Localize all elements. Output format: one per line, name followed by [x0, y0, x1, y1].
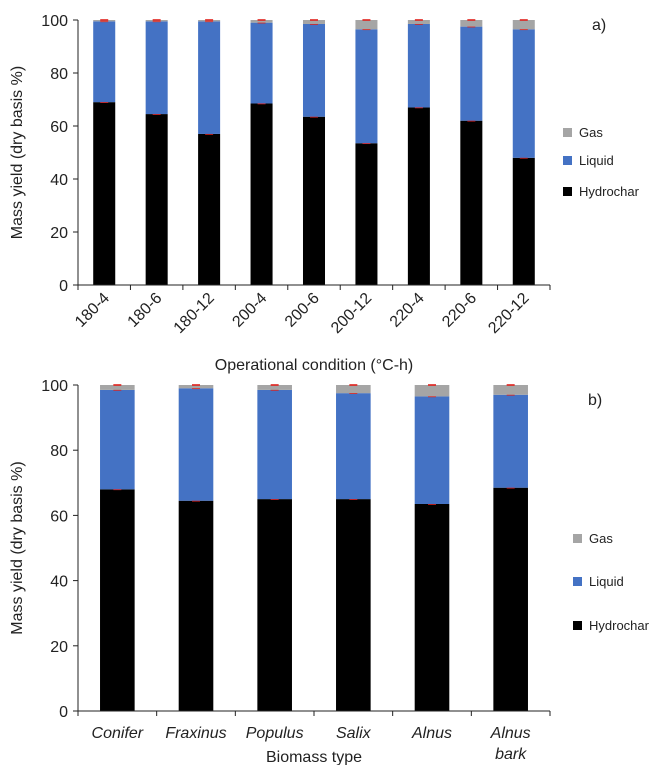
x-tick-label: Populus [246, 725, 304, 742]
legend-label-hydrochar: Hydrochar [589, 618, 650, 633]
bar-liquid-8 [512, 29, 535, 158]
bar-liquid-3 [336, 393, 371, 500]
x-tick-label: 180-12 [171, 290, 218, 337]
bar-gas-0 [100, 385, 135, 390]
y-tick-label: 20 [50, 225, 68, 242]
x-tick-label: 200-6 [282, 290, 323, 331]
bar-hydrochar-5 [355, 143, 378, 285]
bar-gas-6 [407, 20, 430, 24]
bar-hydrochar-0 [93, 102, 116, 286]
bar-liquid-2 [198, 21, 221, 134]
x-tick-label: Conifer [92, 725, 144, 742]
bar-liquid-7 [460, 26, 483, 121]
bar-hydrochar-5 [493, 487, 528, 711]
legend-label-liquid: Liquid [589, 574, 624, 589]
y-axis-title: Mass yield (dry basis %) [9, 66, 26, 239]
chart-panel-a: 0 20 40 60 80 100 180-4 180-6 180-12 200-4 200-6 20… [9, 13, 640, 374]
bar-liquid-1 [145, 21, 168, 115]
bar-hydrochar-4 [302, 116, 326, 285]
bar-hydrochar-3 [250, 103, 273, 285]
y-axis-title: Mass yield (dry basis %) [9, 461, 26, 634]
legend-swatch-gas [573, 534, 582, 543]
bar-hydrochar-1 [178, 500, 214, 711]
bar-gas-4 [302, 20, 326, 24]
bar-hydrochar-0 [100, 489, 135, 711]
bar-gas-8 [512, 20, 535, 30]
bar-hydrochar-2 [198, 133, 221, 285]
x-tick-label: Alnus [490, 725, 531, 742]
legend-label-hydrochar: Hydrochar [579, 184, 640, 199]
bar-liquid-5 [493, 394, 528, 488]
legend-label-gas: Gas [589, 531, 613, 546]
bar-liquid-1 [178, 388, 214, 501]
bar-gas-3 [250, 20, 273, 23]
bar-gas-5 [493, 385, 528, 395]
bar-gas-5 [355, 20, 378, 30]
legend-swatch-gas [563, 128, 572, 137]
bar-hydrochar-1 [145, 114, 168, 285]
x-tick-label: Salix [336, 725, 372, 742]
y-tick-label: 80 [50, 443, 68, 460]
bar-gas-4 [414, 385, 450, 397]
y-tick-label: 60 [50, 508, 68, 525]
panel-label: b) [588, 392, 602, 409]
bar-hydrochar-3 [336, 499, 371, 711]
y-tick-label: 40 [50, 172, 68, 189]
x-tick-label: bark [495, 746, 527, 763]
legend-swatch-liquid [573, 577, 582, 586]
x-tick-label: 200-12 [328, 290, 375, 337]
x-tick-label: Fraxinus [165, 725, 226, 742]
y-tick-label: 80 [50, 66, 68, 83]
legend-label-gas: Gas [579, 125, 603, 140]
legend-swatch-hydrochar [563, 187, 572, 196]
x-tick-label: 180-6 [125, 290, 166, 331]
bar-gas-1 [178, 385, 214, 389]
bar-hydrochar-6 [407, 107, 430, 285]
y-tick-label: 0 [59, 278, 68, 295]
x-tick-label: 220-6 [439, 290, 480, 331]
bar-liquid-0 [93, 21, 116, 103]
legend-swatch-liquid [563, 156, 572, 165]
x-tick-label: 180-4 [72, 290, 113, 331]
bar-hydrochar-7 [460, 120, 483, 285]
x-tick-label: Alnus [411, 725, 452, 742]
bar-gas-3 [336, 385, 371, 394]
bar-gas-2 [257, 385, 292, 390]
legend-swatch-hydrochar [573, 621, 582, 630]
bar-liquid-0 [100, 389, 135, 490]
y-tick-label: 0 [59, 704, 68, 721]
x-tick-label: 220-4 [387, 290, 428, 331]
x-tick-label: 200-4 [229, 290, 270, 331]
bar-liquid-4 [414, 396, 450, 504]
y-tick-label: 60 [50, 119, 68, 136]
y-tick-label: 40 [50, 574, 68, 591]
legend-label-liquid: Liquid [579, 153, 614, 168]
bar-liquid-6 [407, 23, 430, 108]
bar-liquid-3 [250, 22, 273, 104]
bar-hydrochar-2 [257, 499, 292, 711]
y-tick-label: 100 [41, 13, 68, 30]
x-axis-title: Operational condition (°C-h) [215, 357, 414, 374]
panel-label: a) [592, 17, 606, 34]
bar-hydrochar-4 [414, 503, 450, 711]
x-axis-title: Biomass type [266, 749, 362, 765]
y-tick-label: 100 [41, 380, 68, 395]
y-tick-label: 20 [50, 639, 68, 656]
bar-liquid-5 [355, 29, 378, 144]
bar-liquid-2 [257, 389, 292, 500]
x-tick-label: 220-12 [485, 290, 532, 337]
bar-liquid-4 [302, 23, 326, 117]
bar-hydrochar-8 [512, 157, 535, 285]
bar-gas-7 [460, 20, 483, 27]
chart-panel-b: 0 20 40 60 80 100 Conifer Fraxinus Populus Salix A… [9, 380, 650, 765]
